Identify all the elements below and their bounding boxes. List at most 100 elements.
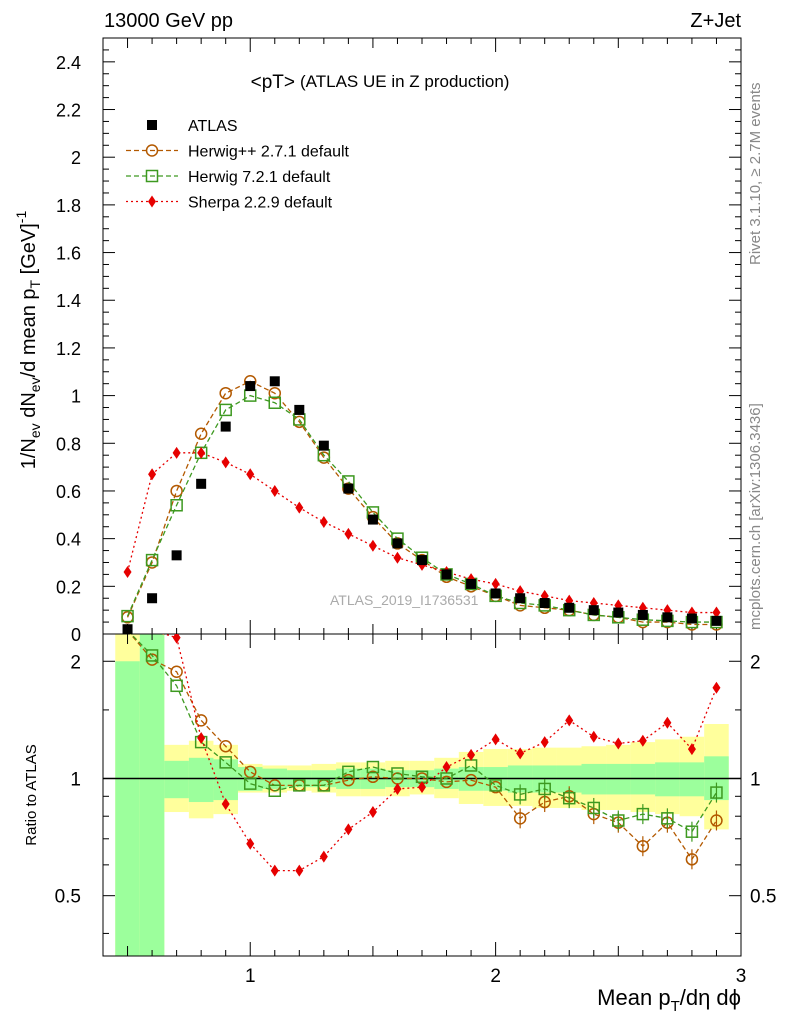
y-tick-label: 0.6	[56, 482, 81, 502]
x-tick-label: 1	[245, 966, 256, 987]
ratio-data-point	[219, 756, 232, 769]
data-point	[269, 376, 280, 387]
y-axis-title-sup: -1	[13, 211, 29, 224]
ratio-data-point	[513, 788, 527, 801]
data-point	[490, 588, 501, 599]
ratio-data-point	[342, 765, 355, 779]
ratio-data-point	[145, 649, 159, 662]
ratio-data-point	[685, 825, 699, 838]
data-point	[368, 539, 377, 552]
ratio-data-point	[636, 807, 650, 821]
ratio-data-point	[221, 797, 230, 810]
ratio-data-point	[491, 733, 500, 746]
ratio-y-axis-title: Ratio to ATLAS	[23, 744, 40, 845]
ratio-data-point	[170, 665, 183, 678]
y-axis-title-part-1: 1/N	[18, 438, 40, 469]
data-point	[268, 396, 282, 410]
y-tick-label: 1.6	[56, 244, 81, 264]
data-point	[245, 381, 256, 392]
data-point	[564, 602, 575, 613]
x-axis-title-part-2: /dη dϕ	[680, 985, 741, 1010]
ratio-data-point	[636, 839, 650, 853]
y-tick-label: 0.8	[56, 434, 81, 454]
x-axis-title: Mean pT/dη dϕ	[597, 985, 741, 1015]
ratio-y-tick-label-right: 2	[750, 652, 761, 673]
data-point	[539, 598, 550, 609]
ratio-data-point	[710, 814, 723, 827]
legend-label: Herwig 7.2.1 default	[188, 169, 331, 186]
y-axis-title-part-2: dN	[18, 392, 40, 423]
legend-entry-atlas: ATLAS	[147, 118, 238, 135]
ratio-data-point	[391, 767, 404, 780]
ratio-data-point	[170, 679, 183, 693]
series-atlas	[122, 376, 722, 635]
data-point	[194, 427, 208, 440]
data-point	[515, 593, 526, 604]
chart-title: <pT>	[251, 72, 295, 93]
ratio-data-point	[442, 761, 451, 774]
y-tick-label: 0.2	[56, 577, 81, 597]
y-axis-title-sub-t: T	[27, 279, 43, 288]
y-axis-title-part-3: /d mean p	[18, 288, 40, 377]
data-point	[466, 578, 477, 589]
ratio-y-tick-label-right: 0.5	[750, 887, 776, 908]
y-axis-title-sub-ev: ev	[27, 423, 43, 438]
data-point	[196, 478, 207, 489]
y-tick-label: 0.4	[56, 530, 81, 550]
ratio-data-point	[489, 779, 502, 792]
ratio-data-point	[663, 716, 672, 729]
ratio-data-point	[562, 791, 576, 805]
ratio-data-point	[661, 812, 674, 825]
ratio-data-point	[464, 773, 478, 787]
y-tick-label: 0	[71, 625, 81, 645]
ratio-data-point	[194, 714, 208, 727]
data-point	[393, 551, 402, 564]
data-point	[441, 569, 452, 580]
data-point	[319, 515, 328, 528]
series-line	[126, 452, 717, 614]
data-point	[121, 609, 134, 623]
data-point	[318, 440, 329, 451]
ratio-data-point	[366, 770, 380, 784]
data-point	[613, 607, 624, 618]
ratio-data-point	[219, 739, 232, 753]
ratio-data-point	[293, 779, 306, 792]
legend: ATLAS Herwig++ 2.7.1 default Herwig 7.2.1 …	[126, 118, 350, 212]
y-axis-title-part-4: [GeV]	[18, 223, 40, 280]
data-point	[491, 577, 500, 590]
ratio-data-point	[513, 812, 527, 825]
legend-label: Herwig++ 2.7.1 default	[188, 144, 350, 161]
y-tick-label: 1.4	[56, 291, 81, 311]
ratio-data-point	[197, 732, 206, 745]
ratio-data-point	[565, 714, 574, 727]
y-tick-label: 2.2	[56, 101, 81, 121]
data-point	[197, 446, 206, 459]
data-point	[147, 593, 158, 604]
ratio-data-point	[246, 837, 255, 850]
ratio-data-point	[710, 786, 723, 799]
data-point	[662, 612, 673, 623]
ratio-data-point	[587, 801, 601, 815]
ratio-data-point	[317, 779, 331, 792]
data-point	[712, 606, 721, 619]
legend-marker	[145, 169, 159, 183]
ratio-series-sherpa-2-2-9-default	[161, 634, 721, 877]
ratio-plot-area: 1 2 3 0.5 0.5 1 1 2 2	[55, 633, 776, 987]
y-tick-label: 2	[71, 148, 81, 168]
main-y-axis-title: 1/Nev dNev/d mean pT [GeV]-1	[13, 211, 43, 470]
ratio-data-point	[368, 806, 377, 819]
legend-marker	[145, 144, 159, 157]
ratio-data-point	[172, 634, 181, 644]
data-point	[270, 484, 279, 497]
legend-entry-herwig-2-7-1-default: Herwig++ 2.7.1 default	[126, 144, 350, 161]
x-tick-label: 3	[736, 966, 747, 987]
data-point	[221, 456, 230, 469]
legend-label: ATLAS	[188, 118, 238, 135]
ratio-data-point	[516, 747, 525, 760]
ratio-data-point	[366, 760, 380, 774]
data-point	[123, 566, 132, 579]
ratio-data-point	[268, 784, 282, 798]
stat-uncertainty-band	[139, 634, 165, 956]
ratio-data-point	[342, 773, 355, 787]
